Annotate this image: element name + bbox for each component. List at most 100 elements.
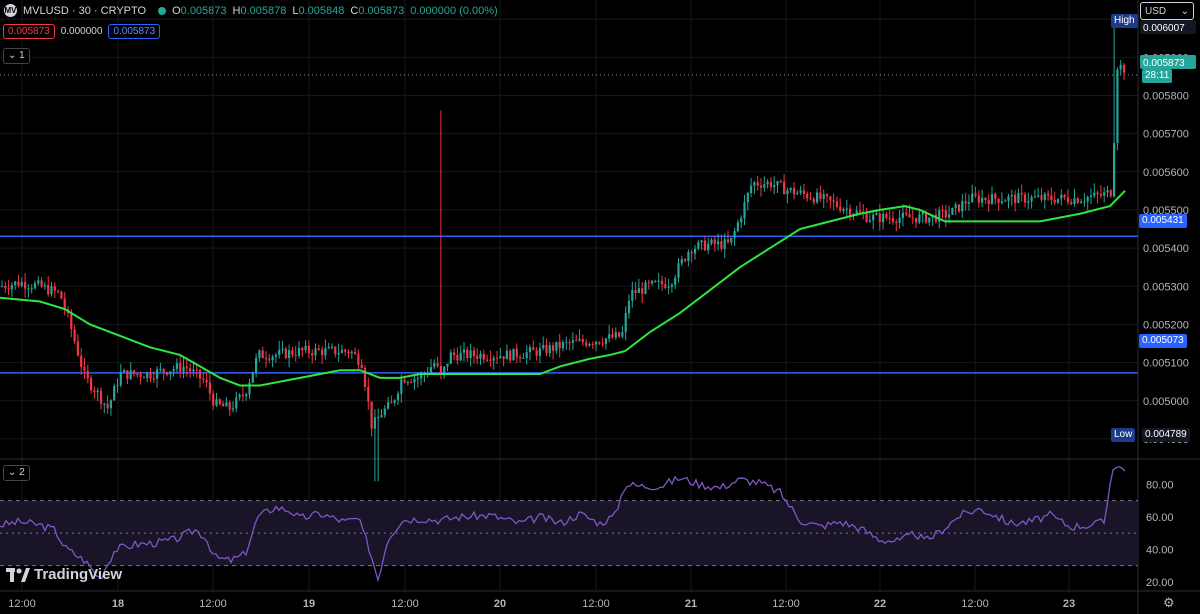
candle-body: [591, 343, 594, 345]
candle-body: [1056, 198, 1060, 203]
candle-body: [651, 281, 654, 284]
rsi-line[interactable]: [0, 465, 1126, 583]
pane-2-toggle[interactable]: ⌄ 2: [3, 465, 30, 481]
candle-body: [941, 210, 944, 212]
candle-body: [1116, 69, 1119, 144]
tradingview-logo-icon: [6, 567, 30, 582]
candle-body: [439, 365, 442, 375]
rsi-tick-label: 60.00: [1146, 512, 1174, 524]
time-tick-label: 18: [112, 598, 124, 610]
candle-body: [594, 342, 598, 345]
candle-body: [868, 220, 871, 222]
rsi-tick-label: 40.00: [1146, 544, 1174, 556]
candle-body: [806, 193, 809, 199]
candle-body: [165, 372, 169, 375]
candle-body: [1043, 193, 1046, 200]
candle-body: [660, 280, 664, 285]
candle-body: [700, 240, 703, 243]
low-value: 0.005848: [298, 4, 345, 17]
candle-body: [984, 197, 987, 201]
candle-body: [215, 399, 218, 406]
candle-body: [119, 372, 122, 386]
candle-body: [1070, 202, 1073, 204]
time-tick-label: 12:00: [961, 598, 989, 610]
high-value-label: 0.006007: [1143, 23, 1185, 34]
candle-body: [964, 201, 967, 204]
candle-body: [499, 356, 502, 358]
candle-body: [182, 366, 185, 372]
current-price-bg: [1140, 55, 1196, 69]
candle-body: [268, 359, 271, 361]
price-tick-label: 0.005800: [1143, 90, 1189, 102]
candle-body: [1023, 194, 1027, 203]
candle-body: [898, 217, 901, 224]
candle-body: [733, 231, 736, 238]
candle-body: [271, 356, 274, 361]
candle-body: [885, 213, 888, 219]
candle-body: [918, 214, 921, 223]
candle-body: [759, 185, 763, 188]
time-axis[interactable]: 12:00 18 12:00 19 12:00 20 12:00 21 12:00 22 12:00…: [8, 598, 1075, 610]
candle-body: [819, 192, 822, 199]
candle-body: [337, 352, 340, 355]
symbol-legend: MV MVLUSD · 30 · CRYPTO O0.005873 H0.005…: [4, 4, 498, 17]
currency-selector[interactable]: USD ⌄: [1140, 2, 1194, 20]
candle-body: [495, 357, 499, 359]
symbol-title[interactable]: MVLUSD · 30 · CRYPTO: [23, 4, 147, 17]
countdown-label: 28:11: [1142, 69, 1173, 83]
candle-body: [766, 181, 769, 185]
candle-body: [294, 354, 297, 356]
candle-body: [93, 390, 96, 392]
candle-body: [644, 282, 647, 294]
candle-body: [812, 198, 815, 203]
rsi-bands: [0, 500, 1138, 567]
price-tick-label: 0.005500: [1143, 205, 1189, 217]
candle-body: [713, 239, 716, 245]
candle-body: [248, 382, 251, 395]
candle-body: [205, 379, 208, 383]
pane-1-toggle[interactable]: ⌄ 1: [3, 48, 30, 64]
candle-body: [604, 338, 607, 344]
candle-body: [895, 221, 898, 224]
candle-body: [357, 354, 360, 365]
buy-button[interactable]: 0.005873: [108, 24, 161, 39]
candle-body: [746, 193, 749, 203]
gear-icon[interactable]: ⚙: [1163, 595, 1175, 610]
candle-body: [406, 381, 409, 383]
candle-body: [707, 243, 710, 251]
candle-body: [911, 217, 914, 219]
candle-body: [288, 350, 291, 359]
rsi-axis[interactable]: 80.00 60.00 40.00 20.00: [1146, 479, 1174, 589]
price-axis[interactable]: 0.0060000.0059000.0058000.0057000.005600…: [1140, 14, 1196, 446]
candle-body: [123, 370, 126, 373]
sell-button[interactable]: 0.005873: [3, 24, 55, 39]
hline-label-lower[interactable]: 0.005073: [1139, 334, 1187, 348]
candle-body: [344, 349, 347, 352]
candle-body: [96, 390, 99, 392]
candle-body: [459, 352, 462, 361]
candle-body: [139, 374, 142, 378]
candle-body: [822, 194, 825, 199]
candle-body: [1083, 201, 1086, 203]
candle-body: [33, 283, 37, 289]
candle-body: [994, 193, 997, 199]
candle-body: [957, 204, 961, 212]
candle-body: [839, 206, 842, 211]
candle-body: [792, 188, 796, 195]
candle-body: [796, 192, 799, 195]
candle-body: [347, 351, 350, 354]
candle-body: [350, 352, 353, 354]
moving-average-line[interactable]: [0, 190, 1126, 387]
candle-body: [1020, 192, 1023, 195]
candle-body: [47, 284, 50, 295]
hline-label-upper[interactable]: 0.005431: [1139, 214, 1187, 228]
candle-body: [690, 251, 693, 254]
candle-body: [538, 348, 541, 356]
candle-body: [307, 345, 310, 354]
market-status-icon[interactable]: [158, 6, 167, 15]
candle-body: [575, 340, 578, 342]
candle-body: [730, 237, 733, 243]
candle-body: [172, 369, 175, 372]
candle-body: [1073, 198, 1076, 204]
